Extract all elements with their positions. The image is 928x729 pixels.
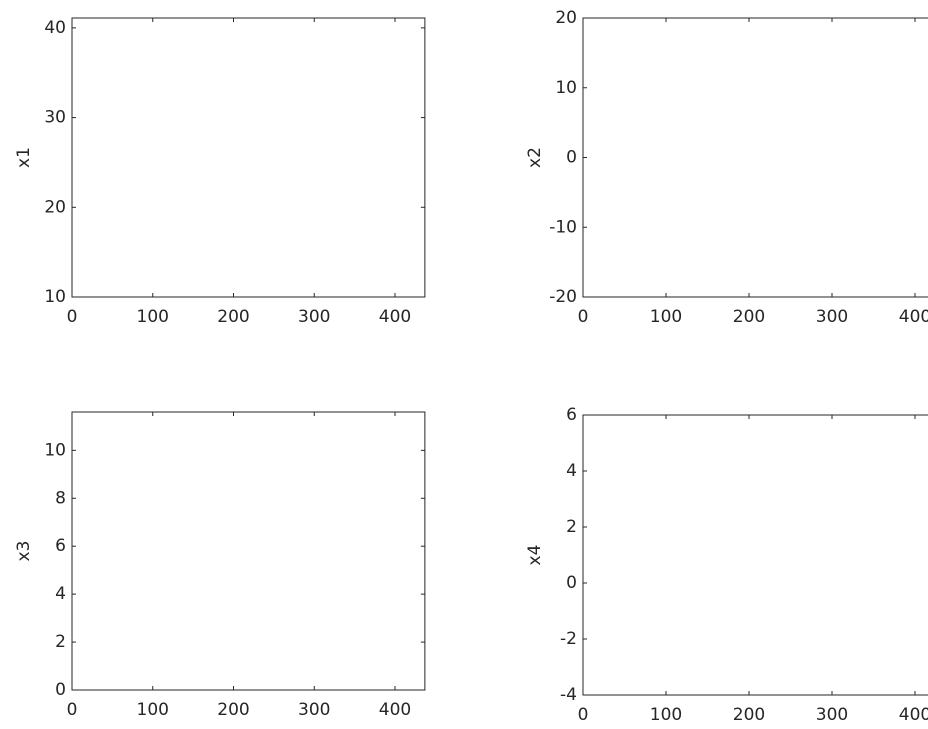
y-tick-label: 4: [55, 584, 66, 604]
y-tick-label: 20: [555, 8, 577, 28]
x-tick-label: 0: [67, 700, 78, 720]
x-tick-label: 400: [899, 705, 928, 725]
y-tick-label: 10: [555, 78, 577, 98]
axes-frame: [582, 414, 928, 696]
y-tick-label: 0: [566, 148, 577, 168]
x-tick-label: 100: [137, 700, 169, 720]
x-tick-label: 400: [899, 307, 928, 327]
y-tick-label: -20: [549, 287, 577, 307]
y-tick-label: 2: [55, 632, 66, 652]
x-tick-label: 400: [379, 307, 411, 327]
x-tick-label: 300: [816, 705, 848, 725]
y-axis-label: x2: [525, 147, 545, 168]
y-tick-label: 8: [55, 488, 66, 508]
y-axis-label: x1: [14, 147, 34, 168]
y-tick-label: 30: [44, 108, 66, 128]
x-tick-label: 200: [733, 307, 765, 327]
y-tick-label: 6: [55, 536, 66, 556]
y-tick-label: 20: [44, 197, 66, 217]
subplot: 0 100 200 300 400 0 2 4 6 8 10 x3: [14, 411, 426, 720]
y-tick-label: 10: [44, 440, 66, 460]
x-tick-label: 100: [137, 307, 169, 327]
y-tick-label: -2: [560, 629, 577, 649]
subplot: 0 100 200 300 400 -20 -10 0 10 20 x2: [525, 8, 928, 327]
y-tick-label: 0: [55, 680, 66, 700]
x-tick-label: 0: [578, 705, 589, 725]
x-tick-label: 400: [379, 700, 411, 720]
x-tick-label: 300: [298, 700, 330, 720]
y-tick-label: -4: [560, 685, 577, 705]
x-tick-label: 100: [650, 705, 682, 725]
y-tick-label: 10: [44, 287, 66, 307]
y-tick-label: 6: [566, 405, 577, 425]
x-tick-label: 0: [67, 307, 78, 327]
y-tick-label: -10: [549, 217, 577, 237]
y-tick-label: 2: [566, 517, 577, 537]
axes-frame: [71, 17, 426, 298]
y-tick-label: 4: [566, 461, 577, 481]
axes-frame: [71, 411, 426, 691]
x-tick-label: 300: [298, 307, 330, 327]
subplot: 0 100 200 300 400 -4 -2 0 2 4 6 x4: [525, 405, 928, 725]
x-tick-label: 200: [733, 705, 765, 725]
y-axis-label: x3: [14, 541, 34, 562]
x-tick-label: 200: [217, 307, 249, 327]
x-tick-label: 100: [650, 307, 682, 327]
x-tick-label: 200: [217, 700, 249, 720]
y-axis-label: x4: [525, 545, 545, 566]
x-tick-label: 300: [816, 307, 848, 327]
y-tick-label: 40: [44, 18, 66, 38]
subplot: 0 100 200 300 400 10 20 30 40 x1: [14, 17, 426, 327]
axes-frame: [582, 17, 928, 298]
x-tick-label: 0: [578, 307, 589, 327]
y-tick-label: 0: [566, 573, 577, 593]
